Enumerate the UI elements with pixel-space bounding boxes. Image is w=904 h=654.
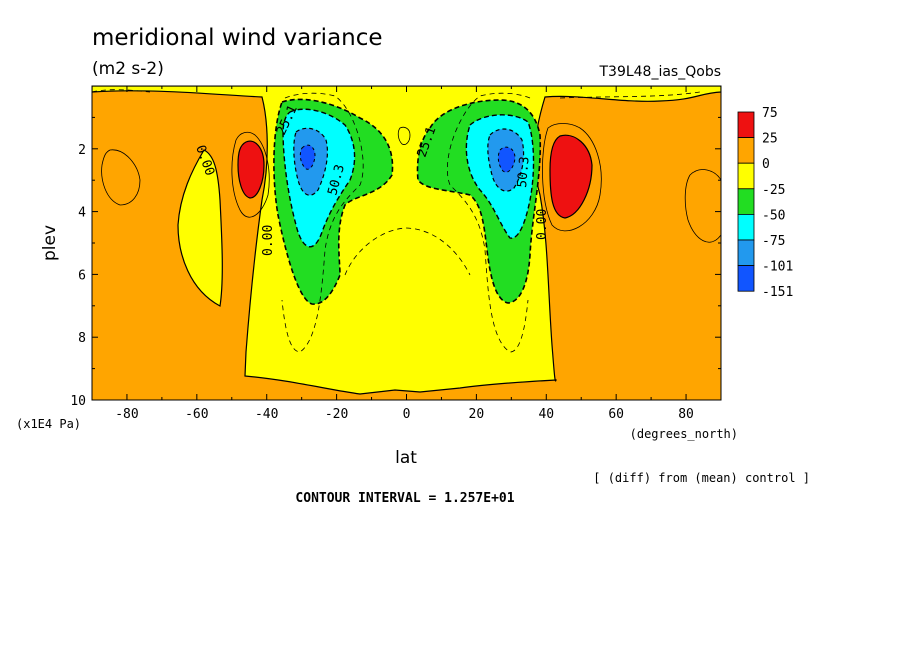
run-label: T39L48_ias_Qobs <box>598 64 721 80</box>
y-axis-label: plev <box>40 225 60 261</box>
contour-field: 0.00 25.1 50.3 0.00 25.1 50.3 0.00 <box>92 86 721 400</box>
y-tick-label: 8 <box>78 331 86 346</box>
diff-note: [ (diff) from (mean) control ] <box>593 471 810 485</box>
legend-label: 25 <box>762 132 778 147</box>
legend-label: -50 <box>762 208 785 223</box>
chart-units: (m2 s-2) <box>92 59 164 79</box>
legend-label: -25 <box>762 183 785 198</box>
x-tick-label: 40 <box>538 407 554 422</box>
red-maximum-nh <box>549 134 593 219</box>
x-axis-units: (degrees_north) <box>630 427 738 441</box>
color-legend: 75 25 0 -25 -50 -75 -101 -151 <box>737 106 793 300</box>
legend-swatch <box>737 162 755 190</box>
deep-blue-core-nh <box>497 146 516 173</box>
legend-swatch <box>737 265 755 292</box>
yellow-region-central <box>92 86 721 395</box>
x-tick-label: 20 <box>469 407 485 422</box>
contour-line-positive-sh <box>231 131 270 218</box>
x-tick-label: -60 <box>185 407 208 422</box>
contour-line-small-cell <box>397 126 411 145</box>
legend-label: -101 <box>762 260 793 275</box>
y-tick-label: 4 <box>78 206 86 221</box>
deep-blue-core-sh <box>299 144 316 170</box>
contour-label: 0.00 <box>261 225 276 256</box>
x-tick-label: -40 <box>255 407 278 422</box>
x-axis: -80 -60 -40 -20 0 20 40 60 80 <box>91 86 722 422</box>
x-axis-label: lat <box>395 448 417 468</box>
x-tick-label: -20 <box>325 407 348 422</box>
legend-label: -151 <box>762 285 793 300</box>
legend-label: -75 <box>762 234 785 249</box>
contour-line-outer-sh <box>101 149 141 206</box>
legend-swatch <box>737 213 755 241</box>
legend-label: 0 <box>762 157 770 172</box>
x-tick-label: 60 <box>608 407 624 422</box>
x-tick-label: -80 <box>115 407 138 422</box>
contour-label: 0.00 <box>535 209 550 240</box>
y-tick-label: 10 <box>70 394 86 409</box>
y-axis: 2 4 6 8 10 <box>70 116 721 409</box>
contour-line-positive-nh <box>542 123 602 232</box>
legend-swatch <box>737 137 755 164</box>
x-tick-label: 0 <box>403 407 411 422</box>
y-tick-label: 2 <box>78 143 86 158</box>
contour-line-dashed-arch <box>344 227 471 276</box>
contour-line-top-dashed <box>92 89 701 99</box>
legend-label: 75 <box>762 106 778 121</box>
chart-title: meridional wind variance <box>92 25 383 51</box>
red-maximum-sh <box>237 140 265 199</box>
contour-line-dashed-inner <box>281 92 364 353</box>
legend-swatch <box>737 188 755 215</box>
y-tick-label: 6 <box>78 268 86 283</box>
yellow-region-left <box>177 149 223 307</box>
legend-swatch <box>737 111 755 139</box>
contour-label: 50.3 <box>515 156 533 189</box>
legend-swatch <box>737 239 755 267</box>
contour-interval: CONTOUR INTERVAL = 1.257E+01 <box>295 491 514 506</box>
contour-line-outer-nh <box>684 169 721 243</box>
y-axis-units: (x1E4 Pa) <box>16 417 81 431</box>
x-tick-label: 80 <box>678 407 694 422</box>
contour-line-dashed-inner-nh <box>446 92 531 353</box>
